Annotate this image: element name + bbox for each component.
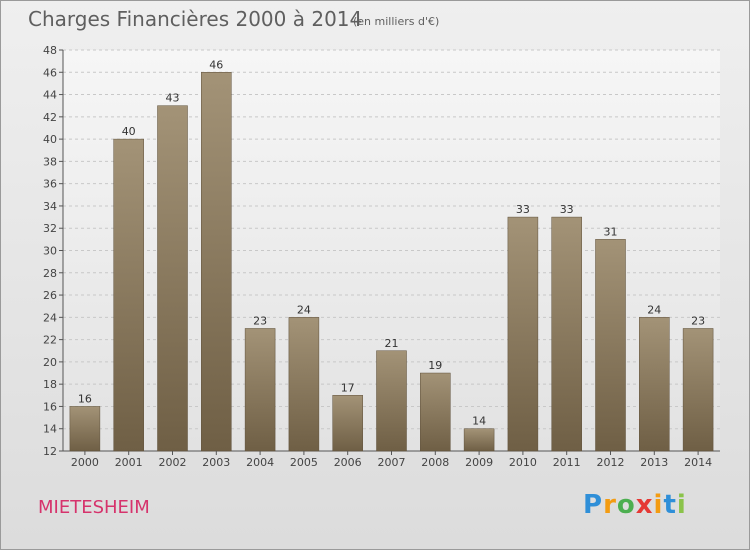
bar bbox=[682, 328, 714, 452]
x-tick-label: 2003 bbox=[202, 456, 230, 469]
x-tick-label: 2011 bbox=[553, 456, 581, 469]
bar-value-label: 40 bbox=[122, 125, 136, 138]
bar-value-label: 23 bbox=[253, 314, 267, 327]
y-tick-label: 46 bbox=[43, 66, 57, 79]
y-tick-label: 26 bbox=[43, 289, 57, 302]
bar-value-label: 24 bbox=[647, 303, 661, 316]
bar-value-label: 23 bbox=[691, 314, 705, 327]
bar bbox=[244, 328, 276, 452]
y-tick-label: 18 bbox=[43, 378, 57, 391]
x-tick-label: 2000 bbox=[71, 456, 99, 469]
y-tick-label: 48 bbox=[43, 44, 57, 57]
logo-letter: x bbox=[635, 490, 654, 520]
x-tick-label: 2004 bbox=[246, 456, 274, 469]
x-tick-label: 2008 bbox=[421, 456, 449, 469]
logo-letter: t bbox=[663, 490, 677, 520]
y-tick-label: 42 bbox=[43, 111, 57, 124]
bar bbox=[376, 350, 407, 452]
chart-subtitle: (en milliers d'€) bbox=[353, 15, 440, 28]
bar-value-label: 33 bbox=[560, 203, 574, 216]
x-tick-label: 2009 bbox=[465, 456, 493, 469]
bar bbox=[288, 317, 320, 452]
x-tick-label: 2005 bbox=[290, 456, 318, 469]
y-tick-label: 14 bbox=[43, 423, 57, 436]
bar-value-label: 14 bbox=[472, 415, 486, 428]
logo-letter: i bbox=[676, 490, 687, 520]
x-tick-label: 2014 bbox=[684, 456, 712, 469]
bar-value-label: 16 bbox=[78, 392, 92, 405]
y-tick-label: 20 bbox=[43, 356, 57, 369]
bar bbox=[463, 428, 495, 452]
bar bbox=[113, 138, 144, 452]
logo-letter: P bbox=[583, 490, 604, 520]
bar bbox=[595, 239, 626, 452]
proxiti-logo: Proxiti bbox=[583, 490, 687, 520]
bar-value-label: 19 bbox=[428, 359, 442, 372]
commune-name: MIETESHEIM bbox=[38, 497, 150, 518]
bar-value-label: 24 bbox=[297, 303, 311, 316]
logo-letter: r bbox=[603, 490, 617, 520]
bar bbox=[639, 317, 670, 452]
x-tick-label: 2010 bbox=[509, 456, 537, 469]
bar bbox=[157, 105, 188, 452]
bar bbox=[551, 216, 582, 452]
bar bbox=[332, 395, 363, 452]
y-tick-label: 40 bbox=[43, 133, 57, 146]
y-tick-label: 24 bbox=[43, 311, 57, 324]
y-tick-label: 22 bbox=[43, 334, 57, 347]
bar-value-label: 33 bbox=[516, 203, 530, 216]
logo-letter: i bbox=[653, 490, 664, 520]
bar-value-label: 21 bbox=[385, 337, 399, 350]
x-tick-label: 2006 bbox=[334, 456, 362, 469]
bar-value-label: 46 bbox=[209, 58, 223, 71]
y-tick-label: 16 bbox=[43, 400, 57, 413]
bar-value-label: 43 bbox=[166, 92, 180, 105]
bar bbox=[420, 372, 451, 452]
x-tick-label: 2002 bbox=[159, 456, 187, 469]
bar bbox=[69, 406, 101, 452]
bar bbox=[507, 216, 539, 452]
y-tick-label: 36 bbox=[43, 178, 57, 191]
y-tick-label: 28 bbox=[43, 267, 57, 280]
y-tick-label: 32 bbox=[43, 222, 57, 235]
y-tick-label: 44 bbox=[43, 89, 57, 102]
x-tick-label: 2007 bbox=[378, 456, 406, 469]
x-tick-label: 2013 bbox=[640, 456, 668, 469]
logo-letter: o bbox=[616, 490, 636, 520]
bar bbox=[201, 72, 232, 452]
y-tick-label: 38 bbox=[43, 155, 57, 168]
y-tick-label: 30 bbox=[43, 245, 57, 258]
x-tick-label: 2001 bbox=[115, 456, 143, 469]
y-tick-label: 34 bbox=[43, 200, 57, 213]
chart-title: Charges Financières 2000 à 2014 bbox=[28, 7, 363, 31]
bar-value-label: 31 bbox=[604, 225, 618, 238]
x-tick-label: 2012 bbox=[597, 456, 625, 469]
y-tick-label: 12 bbox=[43, 445, 57, 458]
bar-value-label: 17 bbox=[341, 381, 355, 394]
